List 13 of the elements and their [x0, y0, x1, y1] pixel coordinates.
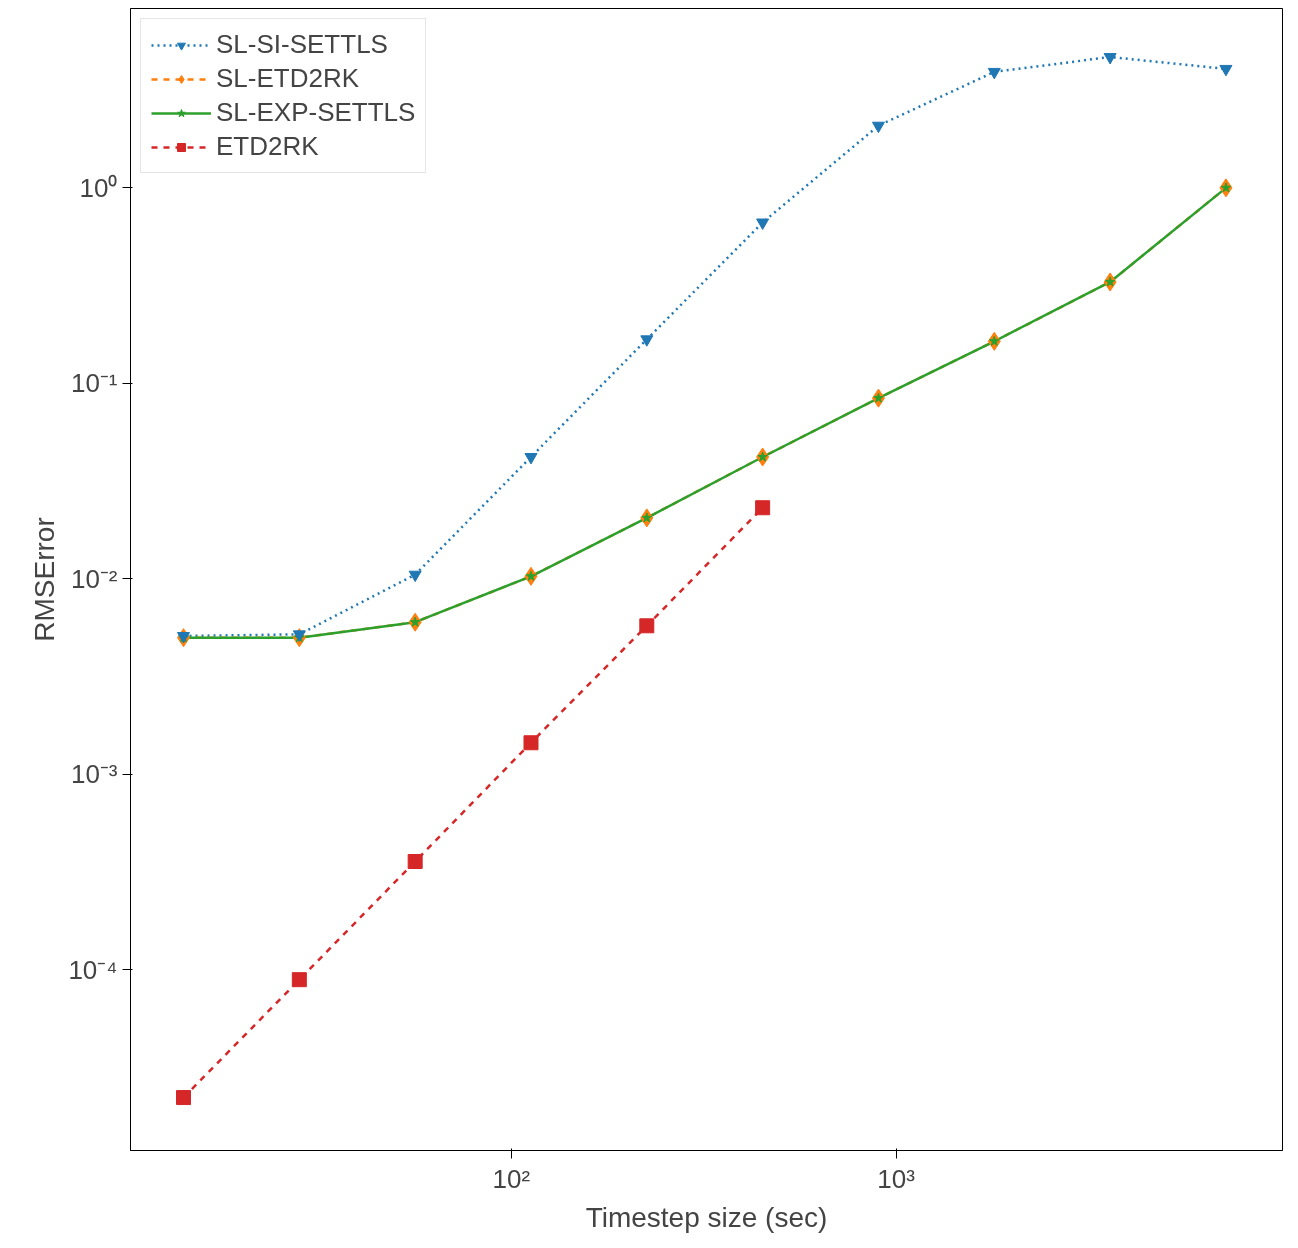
legend-label: ETD2RK [216, 131, 319, 162]
y-axis-title: RMSError [29, 517, 61, 642]
x-axis-title: Timestep size (sec) [585, 1201, 828, 1233]
y-tick-label: 10⁻¹ [70, 368, 118, 399]
y-tick-label: 10⁻⁴ [68, 954, 118, 985]
x-tick-label: 10³ [877, 1163, 916, 1194]
x-tick-label: 10² [492, 1163, 531, 1194]
y-tick-label: 10⁻² [70, 563, 118, 594]
legend-label: SL-EXP-SETTLS [216, 97, 416, 128]
y-tick-label: 10⁰ [79, 172, 118, 203]
legend-label: SL-SI-SETTLS [216, 29, 388, 60]
y-tick-label: 10⁻³ [70, 759, 118, 790]
legend-label: SL-ETD2RK [216, 63, 360, 94]
